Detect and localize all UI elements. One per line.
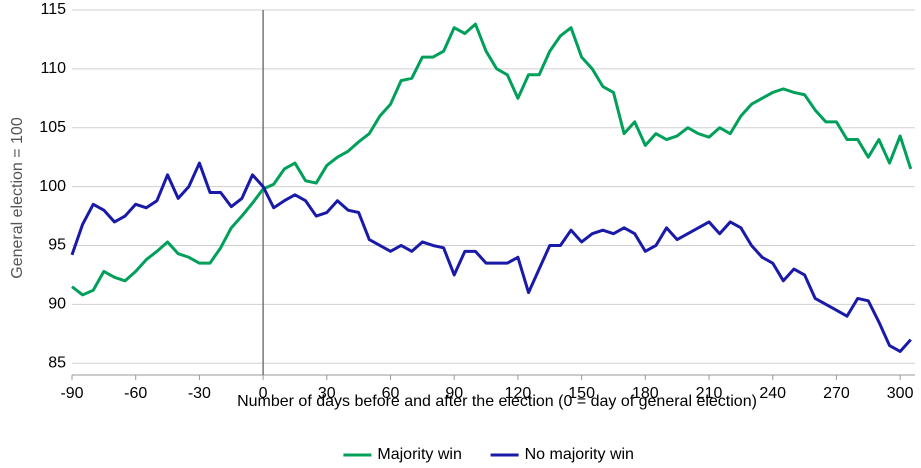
y-axis-title: General election = 100 (9, 117, 26, 279)
x-tick-label: 30 (318, 385, 336, 402)
x-tick-label: 0 (259, 385, 268, 402)
y-tick-label: 90 (48, 296, 66, 313)
y-tick-label: 95 (48, 237, 66, 254)
x-tick-label: 240 (759, 385, 786, 402)
y-tick-label: 100 (39, 178, 66, 195)
y-tick-label: 85 (48, 354, 66, 371)
x-tick-label: 120 (505, 385, 532, 402)
x-tick-label: 270 (823, 385, 850, 402)
x-tick-label: -90 (60, 385, 83, 402)
y-tick-label: 115 (40, 1, 66, 18)
x-tick-label: -30 (188, 385, 211, 402)
x-tick-label: 90 (445, 385, 463, 402)
x-tick-label: 300 (887, 385, 914, 402)
legend-label: Majority win (377, 446, 461, 463)
x-tick-label: 210 (696, 385, 723, 402)
legend-label: No majority win (525, 446, 634, 463)
x-tick-label: 60 (382, 385, 400, 402)
x-tick-label: 150 (568, 385, 595, 402)
series-line (71, 22, 913, 297)
y-tick-label: 105 (39, 119, 66, 136)
y-tick-label: 110 (40, 60, 66, 77)
x-tick-label: -60 (124, 385, 147, 402)
series-line (70, 161, 912, 353)
x-axis-title: Number of days before and after the elec… (237, 393, 757, 410)
x-tick-label: 180 (632, 385, 659, 402)
